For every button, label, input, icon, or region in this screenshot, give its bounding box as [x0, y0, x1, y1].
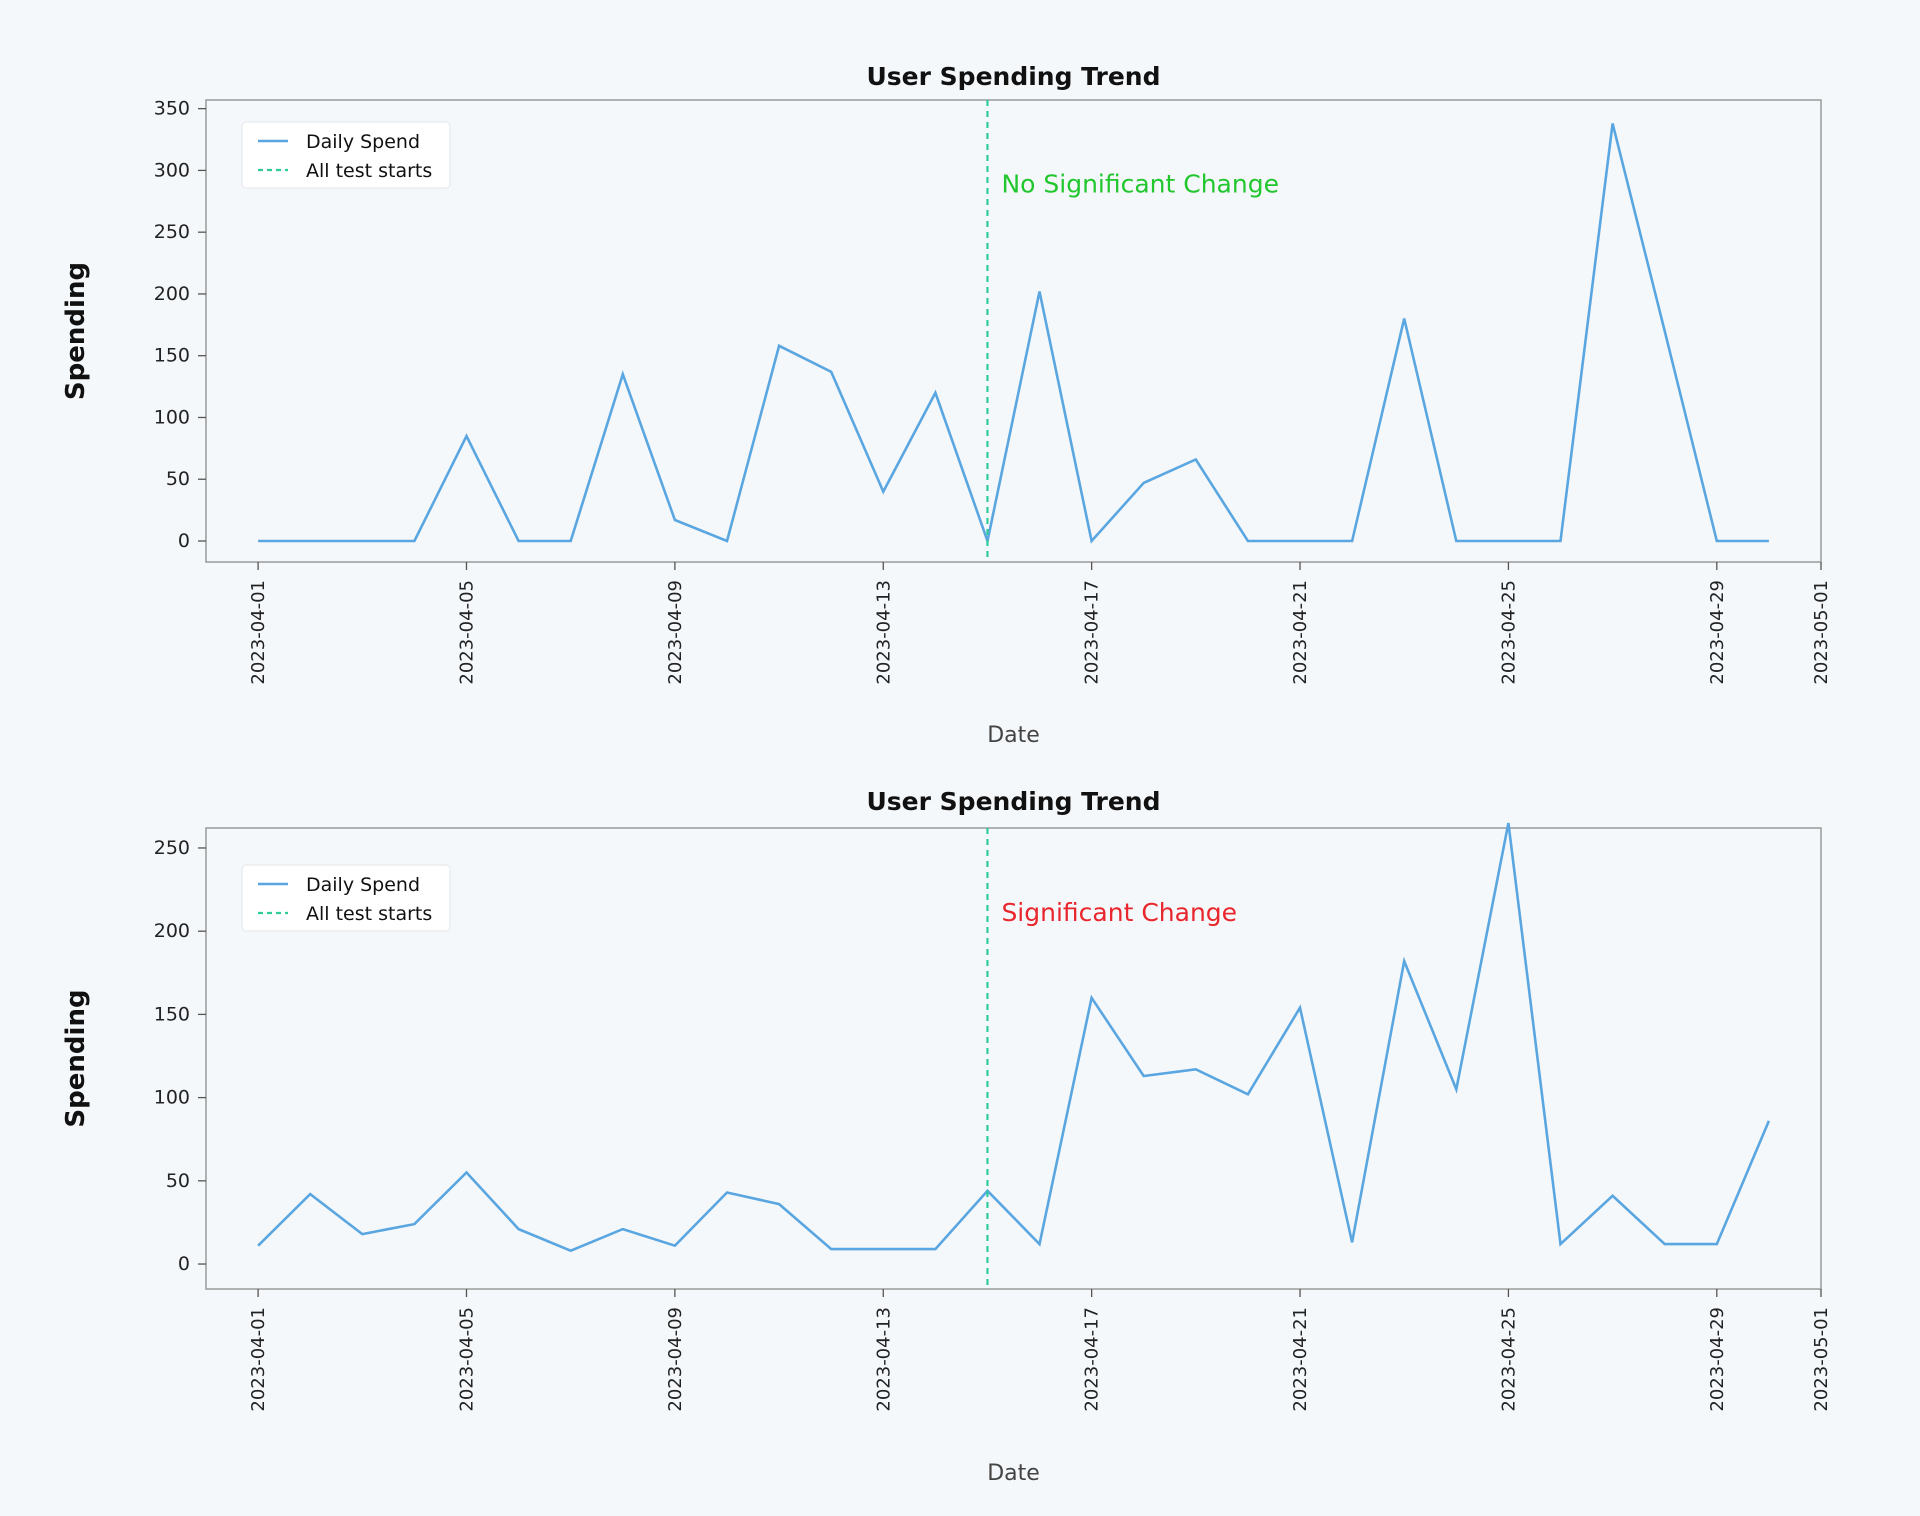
legend-box — [241, 121, 451, 189]
legend: Daily Spend All test starts — [241, 121, 451, 189]
legend-label-test-start: All test starts — [306, 903, 432, 925]
y-tick-label: 200 — [154, 920, 190, 942]
legend: Daily Spend All test starts — [241, 864, 451, 932]
y-tick-label: 100 — [154, 406, 190, 428]
series-line-daily-spend — [257, 822, 1771, 1253]
x-tick-label: 2023-04-25 — [1498, 580, 1519, 685]
y-tick-label: 250 — [154, 221, 190, 243]
x-tick-label: 2023-04-09 — [665, 1307, 686, 1412]
x-tick-label: 2023-04-13 — [873, 1307, 894, 1412]
plot-frame — [205, 827, 1822, 1290]
legend-box — [241, 864, 451, 932]
chart-title: User Spending Trend — [867, 62, 1161, 91]
x-axis-label: Date — [987, 723, 1040, 748]
chart-1: User Spending Trend Spending Date 0 50 100 150… — [61, 62, 1832, 748]
y-tick-label: 300 — [154, 159, 190, 181]
y-tick-label: 150 — [154, 345, 190, 367]
y-tick-label: 250 — [154, 837, 190, 859]
x-tick-label: 2023-04-21 — [1290, 1307, 1311, 1412]
x-tick-label: 2023-04-05 — [456, 580, 477, 685]
x-tick-label: 2023-04-01 — [248, 580, 269, 685]
legend-label-daily-spend: Daily Spend — [306, 874, 420, 896]
chart-title: User Spending Trend — [867, 787, 1161, 816]
x-tick-label: 2023-04-13 — [873, 580, 894, 685]
y-tick-label: 100 — [154, 1087, 190, 1109]
x-tick-label: 2023-04-01 — [248, 1307, 269, 1412]
y-tick-label: 50 — [166, 1170, 190, 1192]
x-tick-label: 2023-04-21 — [1290, 580, 1311, 685]
annotation-text: No Significant Change — [1001, 170, 1279, 199]
x-tick-label: 2023-05-01 — [1811, 580, 1832, 685]
x-tick-label: 2023-04-09 — [665, 580, 686, 685]
y-axis-label: Spending — [61, 262, 91, 400]
annotation-text: Significant Change — [1001, 898, 1237, 927]
x-tick-label: 2023-05-01 — [1811, 1307, 1832, 1412]
x-tick-label: 2023-04-25 — [1498, 1307, 1519, 1412]
y-tick-label: 50 — [166, 468, 190, 490]
series-line-daily-spend — [258, 123, 1769, 546]
x-tick-label: 2023-04-17 — [1082, 580, 1103, 685]
legend-label-test-start: All test starts — [306, 160, 432, 182]
legend-label-daily-spend: Daily Spend — [306, 131, 420, 153]
y-tick-label: 350 — [154, 98, 190, 120]
plot-frame — [205, 99, 1822, 563]
y-tick-label: 0 — [178, 530, 190, 552]
x-tick-label: 2023-04-29 — [1707, 1307, 1728, 1412]
y-tick-label: 200 — [154, 283, 190, 305]
chart-2: User Spending Trend Spending Date 0 50 100 150… — [61, 787, 1832, 1486]
x-tick-label: 2023-04-17 — [1082, 1307, 1103, 1412]
x-axis-label: Date — [987, 1461, 1040, 1486]
y-axis-label: Spending — [61, 989, 91, 1127]
y-tick-label: 0 — [178, 1253, 190, 1275]
y-tick-label: 150 — [154, 1003, 190, 1025]
x-tick-label: 2023-04-05 — [456, 1307, 477, 1412]
x-tick-label: 2023-04-29 — [1707, 580, 1728, 685]
